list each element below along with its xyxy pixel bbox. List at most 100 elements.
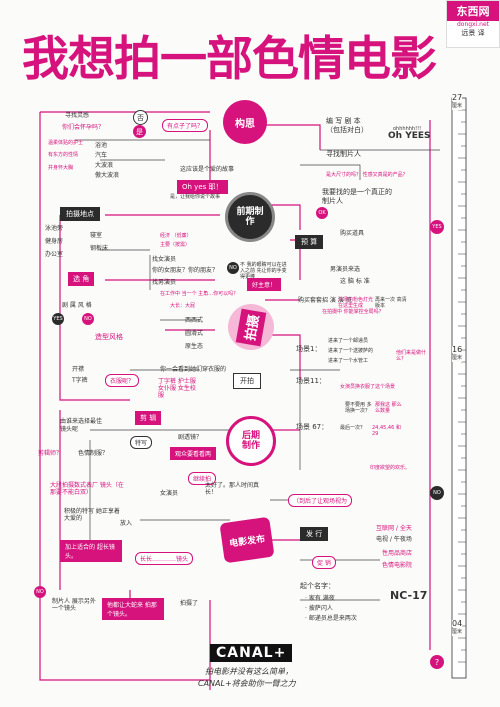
snake-box: 他都让大蛇来 拍那个镜头。: [102, 598, 164, 620]
publish-box: 发 行: [300, 527, 329, 541]
ruler-top: 27: [452, 93, 463, 102]
office-label: 办公室: [45, 251, 64, 258]
view-badge: 观众要看看两: [170, 447, 217, 460]
scale-box: 加上适合的 超长镜头。: [60, 540, 122, 562]
ruler-q-mark: ?: [430, 655, 444, 669]
no-mark-1: 否: [133, 110, 148, 125]
no-mark-2-text: NO: [229, 265, 237, 271]
count-question: 要不要用 多场换一次？: [345, 402, 372, 414]
ruler-low: 04: [452, 619, 463, 628]
stage-concept-label: 构思: [235, 118, 255, 130]
name-2: · 披萨闪人: [305, 605, 333, 612]
standard-note: 这 脑 标 准: [340, 278, 370, 285]
recruit-actors: 招 演 演 员: [322, 297, 352, 304]
write-script-sub: （包括对白）: [326, 126, 368, 134]
find-actresses: 找女演员: [152, 256, 177, 263]
style-chi: 圆滑式: [185, 330, 204, 337]
promote-box: 促 销: [312, 556, 336, 569]
who-choose: 由谁来选择最佳镜头呢: [60, 418, 103, 433]
yes-final: （到后了让观场视为: [288, 494, 353, 507]
find-actors: 找男演员: [152, 279, 177, 286]
find-producer: 寻找制片人: [326, 150, 361, 158]
bigsofa-label: 傲大波浪: [95, 172, 120, 179]
then-insert: 放入: [120, 520, 133, 527]
tv: 电视 / 午夜场: [376, 536, 412, 543]
no-mark-4-text: NO: [36, 589, 44, 595]
cinema: 色情电影院: [382, 562, 413, 569]
actor-select: 男演员来选: [330, 266, 361, 273]
ending-question: 最后一次？: [340, 425, 366, 431]
stage-post: 后期制作: [226, 416, 276, 466]
style-jap: 原生态: [185, 343, 204, 350]
ok-mark: OK: [316, 207, 328, 219]
plot-style: 剧 属 风 格: [62, 302, 92, 309]
scene-11-b: 女演员换衣服了这个场景: [340, 384, 396, 390]
not-question: 你一会看到她们穿衣服的: [160, 366, 227, 373]
uniforms-question: 衣服呢？: [105, 374, 140, 387]
actress-fix: 女演员: [160, 490, 179, 497]
pink-light: 片场的粉色灯光在这里生成: [338, 297, 374, 309]
name-3: · 邮递员总是来两次: [305, 615, 357, 622]
shot-label: 拍摄了: [180, 600, 199, 607]
name-1: · 家有 满夜: [305, 595, 335, 602]
good-idea: 好主意！: [247, 278, 282, 291]
stage-release-label: 电影发布: [228, 534, 266, 549]
no-mark-3: NO: [82, 313, 94, 325]
no-seller-note: 是，让我给你说个故事: [170, 194, 221, 200]
sex-note: 并身怀大胸: [48, 165, 74, 171]
yes-mark-3-text: YES: [53, 316, 63, 322]
page-title: 我想拍一部色情电影: [22, 32, 437, 87]
source-logo: 东西网 dongxi.net 远景 译: [446, 0, 500, 48]
oh-yes-badge: Oh yes 耶！: [177, 180, 228, 194]
bed-label: 钢板床: [90, 245, 109, 252]
no-mark-1-text: 否: [137, 113, 144, 122]
real-producer: 我要找的是一个真正的制片人: [322, 188, 392, 205]
no-mark-4: NO: [34, 586, 46, 598]
ok-mark-text: OK: [318, 210, 326, 216]
rating: NC-17: [390, 589, 428, 602]
stage-release: 电影发布: [219, 516, 275, 564]
color-question: 色情制服？: [78, 450, 109, 457]
nurse-note: 温柔体贴的护士: [48, 140, 84, 146]
scene-1b: 进来了一个送披萨的: [328, 348, 374, 354]
slow-add: 大段拍摄数式表厂 镜头（在那要不能白双）: [50, 482, 124, 496]
buy-condoms: 购买套套: [298, 297, 323, 304]
rich-question: 是大尺寸的吗？ 性感又真是的产品？: [326, 172, 408, 178]
source-logo-text: 东西网: [447, 1, 499, 21]
stage-concept: 构思: [223, 100, 267, 144]
name-question: 起个名字：: [300, 582, 335, 590]
write-script: 编 写 剧 本: [326, 117, 361, 125]
garden-label: 健身房: [45, 238, 64, 245]
what-question: 他们来是做什么？: [396, 350, 427, 362]
casting-box: 选 角: [68, 272, 95, 286]
yes-mark-2-text: YES: [432, 224, 442, 230]
dress-question: 在工作中 当一个 主角…你可以吗？: [160, 291, 239, 297]
stage-start: 开拍: [233, 373, 261, 389]
open-pants: 开襟: [72, 366, 85, 373]
canal-logo-text: CANAL+: [216, 645, 287, 661]
ruler-no-mark: NO: [430, 486, 444, 500]
car-label: 汽车: [95, 152, 108, 159]
stage-post-label: 后期制作: [241, 431, 260, 451]
ruler-mid-unit: 厘米: [452, 355, 463, 362]
bath-label: 浴池: [95, 142, 108, 149]
hd-version: 再来一次 高清版本: [375, 297, 407, 309]
scene-1c: 进来了一个水管工: [328, 358, 369, 364]
yes-mark-3: YES: [52, 313, 64, 325]
stage-shoot-label: 拍摄: [235, 308, 267, 346]
seek-inspiration: 寻找灵感: [65, 112, 90, 119]
slow-question: 剧透镜？: [178, 434, 203, 441]
translator-credit: 远景 译: [461, 29, 485, 37]
ohyes-text: Oh YEES: [388, 131, 431, 141]
numbers-note: 24,45,46 和29: [372, 425, 401, 437]
source-url: dongxi.net: [456, 21, 490, 28]
director-more: 制片人 展示另外一个镜头: [52, 598, 96, 612]
ruler-mid: 16: [452, 345, 463, 354]
cut-box: 剪 辑: [135, 411, 162, 425]
sex-shop: 性用品商店: [382, 550, 413, 557]
buy-props: 购买道具: [340, 230, 365, 237]
ruler-q-text: ?: [434, 657, 440, 667]
stage-shoot: 拍摄: [228, 304, 274, 350]
cop-note: 有东方的性情: [48, 152, 79, 158]
cast-note: 在拍摄中 你能掌控全局吗？: [322, 309, 384, 315]
